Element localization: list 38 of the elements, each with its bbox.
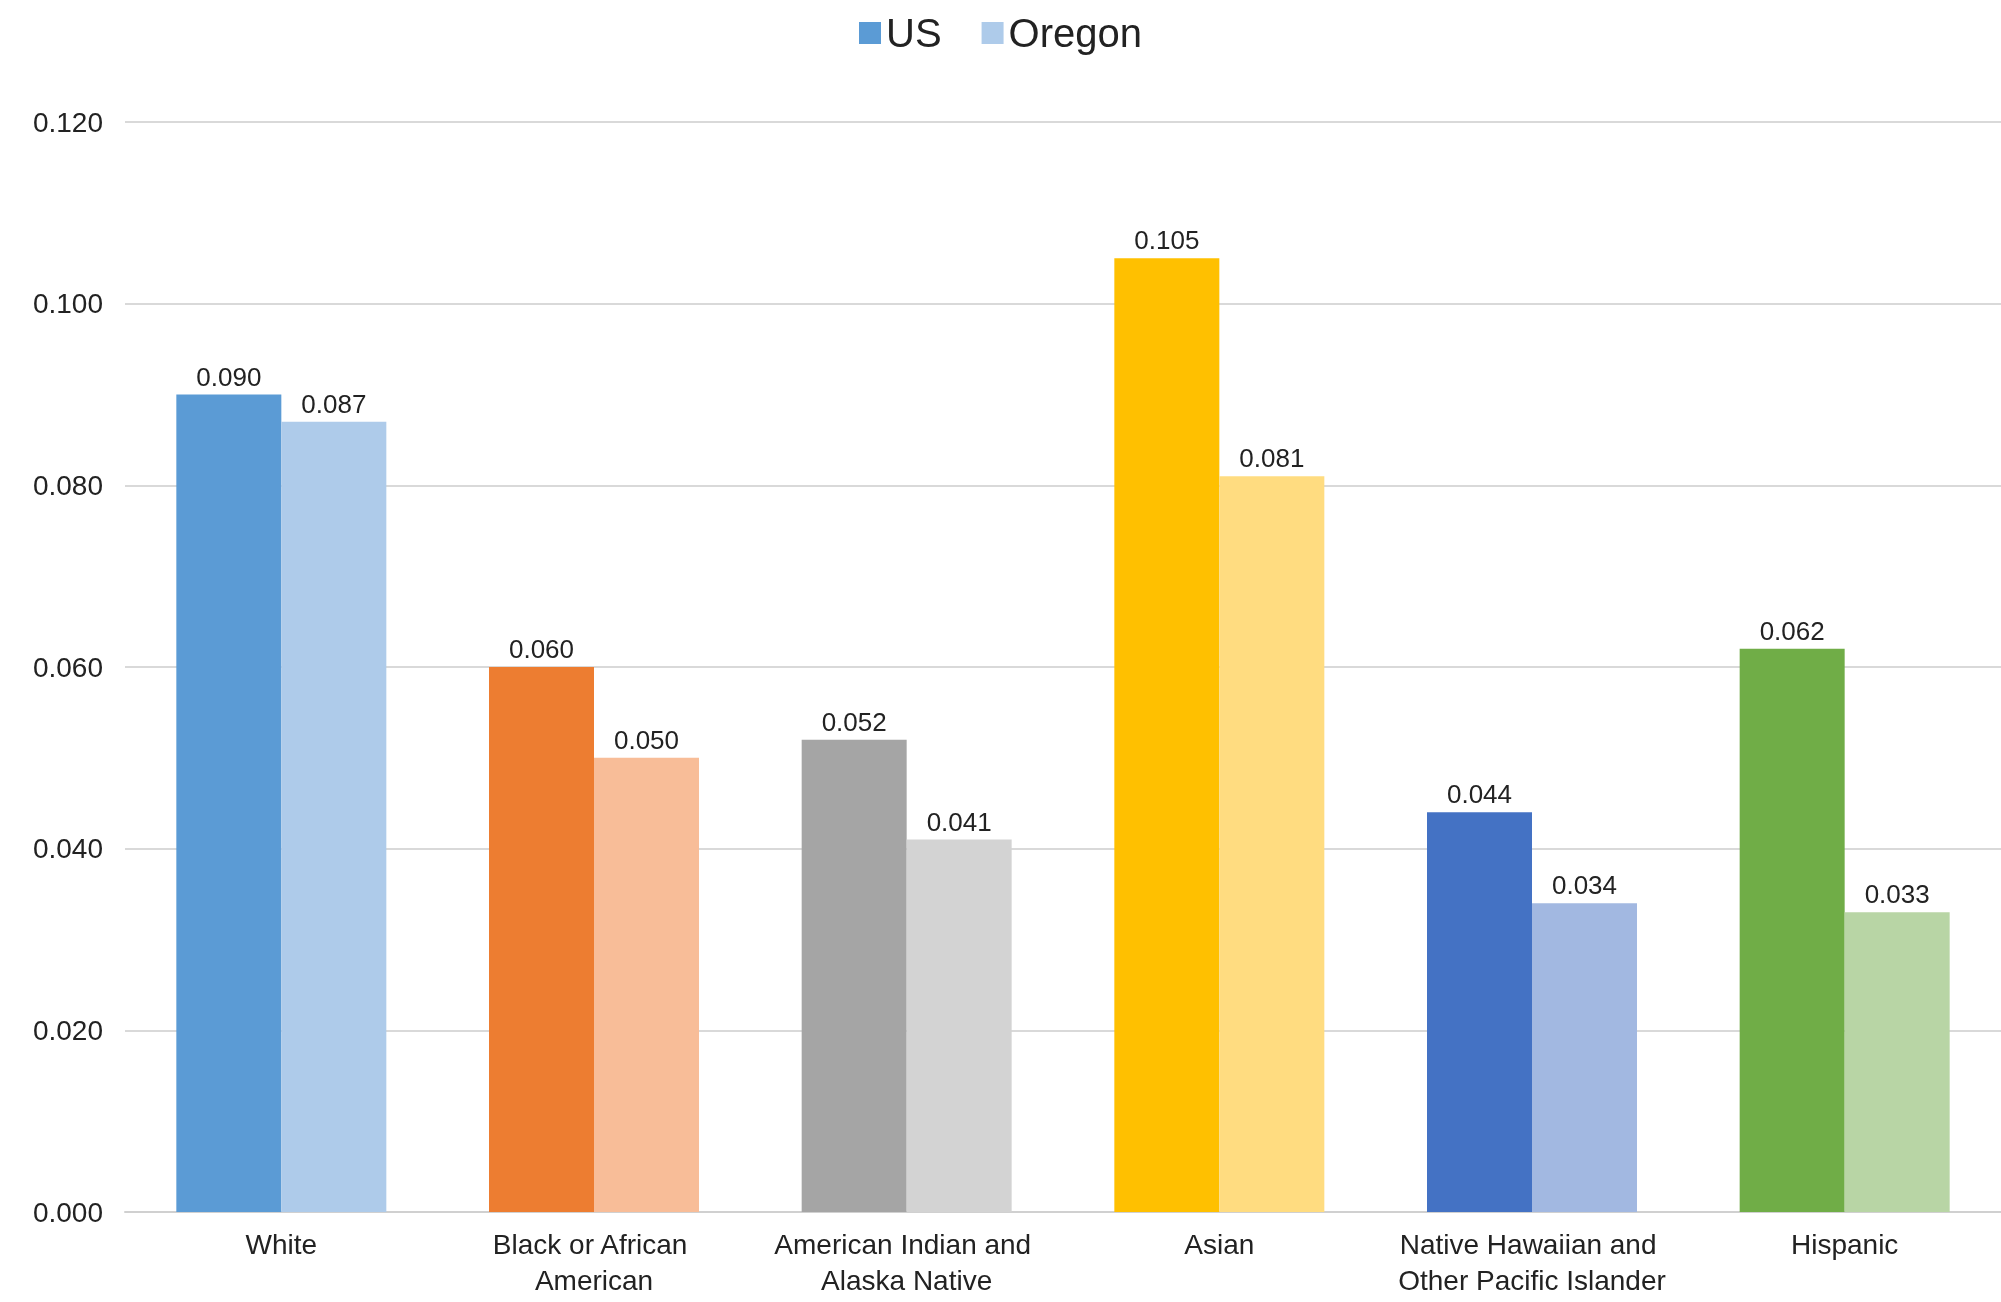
data-label: 0.081 <box>1239 443 1305 474</box>
data-label: 0.052 <box>821 706 887 737</box>
bar <box>176 394 282 1212</box>
y-tick-label: 0.120 <box>32 106 103 138</box>
data-label: 0.050 <box>613 724 680 755</box>
y-tick-label: 0.060 <box>32 651 103 683</box>
data-label: 0.041 <box>926 806 992 837</box>
data-label: 0.087 <box>301 388 367 419</box>
x-tick-label: Native Hawaiian and Other Pacific Islander <box>1398 1228 1666 1296</box>
x-tick-label: Black or African American <box>492 1228 696 1296</box>
y-tick-label: 0.080 <box>32 469 103 501</box>
bar <box>489 667 594 1212</box>
data-label: 0.105 <box>1134 225 1200 256</box>
bar <box>1844 912 1950 1212</box>
bar <box>1114 258 1220 1212</box>
y-tick-label: 0.000 <box>32 1196 103 1228</box>
data-label: 0.033 <box>1864 879 1930 910</box>
legend-label: Oregon <box>1008 11 1142 55</box>
x-tick-label: White <box>245 1228 318 1260</box>
y-tick-label: 0.100 <box>32 288 103 320</box>
x-tick-label: Asian <box>1184 1228 1255 1260</box>
y-tick-label: 0.020 <box>32 1014 103 1046</box>
data-label: 0.062 <box>1759 615 1825 646</box>
bar <box>594 757 699 1212</box>
data-label: 0.060 <box>508 634 575 664</box>
bar <box>801 739 907 1212</box>
data-label: 0.034 <box>1551 870 1618 901</box>
x-tick-label: American Indian and Alaska Native <box>774 1228 1039 1296</box>
legend-label: US <box>886 11 942 55</box>
bar <box>281 421 387 1212</box>
x-tick-label: Hispanic <box>1790 1228 1899 1260</box>
bar <box>1532 903 1637 1212</box>
bar <box>1739 648 1845 1212</box>
bar <box>1219 476 1325 1212</box>
bar <box>1427 812 1532 1212</box>
y-tick-label: 0.040 <box>32 833 103 865</box>
data-label: 0.090 <box>196 361 262 392</box>
data-label: 0.044 <box>1446 779 1513 810</box>
